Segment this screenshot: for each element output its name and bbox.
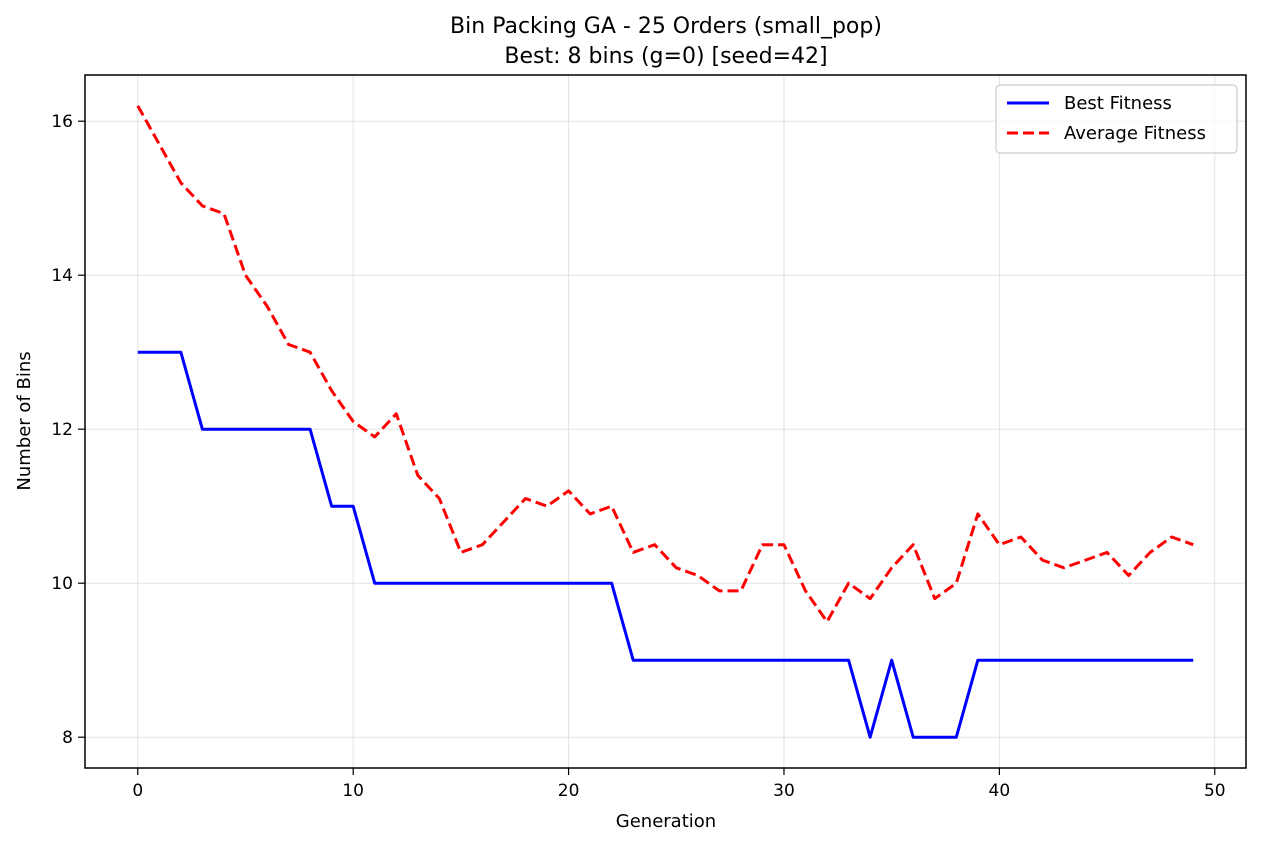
x-tick-label: 40 <box>989 781 1011 801</box>
y-tick-label: 12 <box>51 420 73 440</box>
plot-lines <box>136 105 1194 739</box>
legend: Best Fitness Average Fitness <box>995 84 1238 154</box>
legend-label-average-fitness: Average Fitness <box>1064 123 1206 144</box>
plot-frame <box>84 74 1247 769</box>
x-tick-label: 50 <box>1204 781 1226 801</box>
x-tick-label: 30 <box>773 781 795 801</box>
x-tick-label: 20 <box>558 781 580 801</box>
series-line-average-fitness <box>136 105 1194 624</box>
legend-label-best-fitness: Best Fitness <box>1064 93 1172 114</box>
y-axis-label: Number of Bins <box>14 351 35 490</box>
y-tick-label: 14 <box>51 266 73 286</box>
legend-box <box>995 84 1238 154</box>
axis-ticks: 0 10 20 30 40 50 8 10 12 14 16 <box>51 112 1225 801</box>
x-axis-label: Generation <box>616 811 716 832</box>
chart-title: Bin Packing GA - 25 Orders (small_pop) <box>450 14 882 39</box>
y-tick-label: 8 <box>62 728 73 748</box>
x-tick-label: 10 <box>342 781 364 801</box>
y-tick-label: 10 <box>51 574 73 594</box>
x-tick-label: 0 <box>132 781 143 801</box>
series-line-best-fitness <box>137 350 1194 739</box>
chart-subtitle: Best: 8 bins (g=0) [seed=42] <box>504 44 827 69</box>
y-tick-label: 16 <box>51 112 73 132</box>
